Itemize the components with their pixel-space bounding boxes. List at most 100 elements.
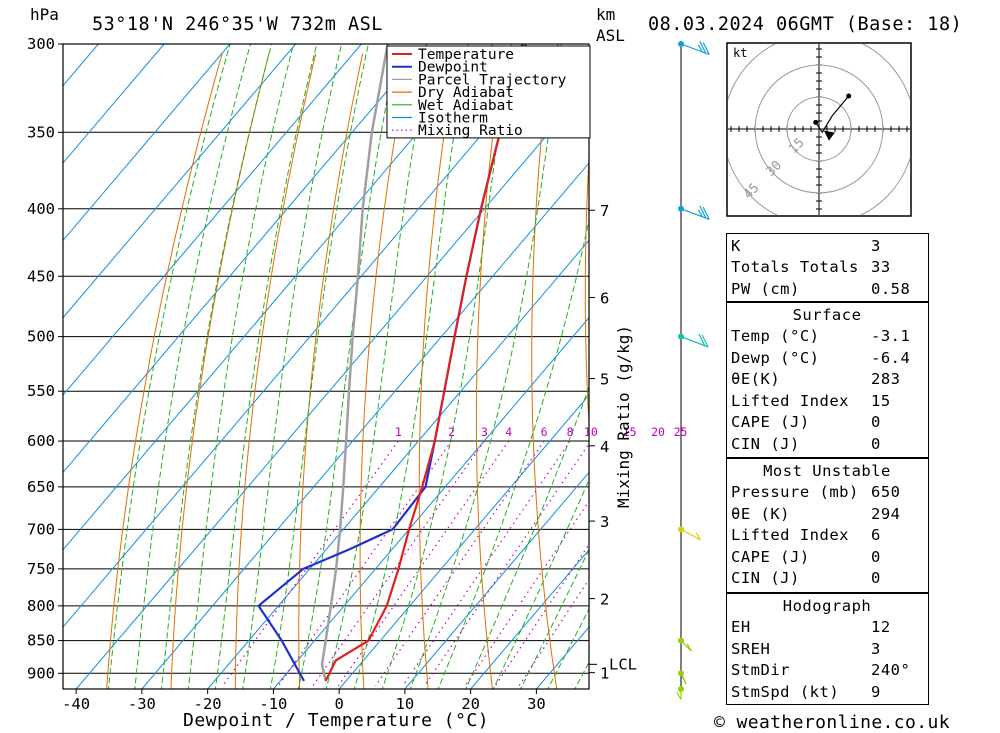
hodograph-ring <box>786 96 852 162</box>
wet-adiabat-line <box>187 44 294 689</box>
mixing-ratio-label: 10 <box>584 425 598 439</box>
mixing-ratio-label: 3 <box>481 425 488 439</box>
lcl-label: LCL <box>609 655 637 673</box>
index-label: StmSpd (kt) <box>731 682 840 701</box>
dry-adiabat-line <box>234 53 317 689</box>
hodograph-indices-box: Hodograph EH 12 SREH 3 StmDir 240° StmSpd (kt) 9 <box>726 593 929 705</box>
hodograph-unit-label: kt <box>733 46 747 60</box>
wind-barb-half <box>695 532 701 541</box>
altitude-tick-label: 7 <box>600 202 609 220</box>
pressure-unit-label: hPa <box>30 5 59 24</box>
wet-adiabat-line <box>325 44 432 689</box>
dry-adiabat-line <box>584 149 589 432</box>
temperature-line <box>324 44 527 682</box>
temperature-tick-label: -20 <box>194 695 222 713</box>
wet-adiabat-line <box>520 548 589 689</box>
index-row: θE(K) 283 <box>727 369 927 391</box>
index-value: 240° <box>871 661 911 680</box>
mixing-ratio-label: 4 <box>505 425 512 439</box>
index-label: Pressure (mb) <box>731 483 859 502</box>
index-row: CIN (J) 0 <box>727 433 927 455</box>
wind-barb-flag <box>701 334 709 348</box>
index-row: StmSpd (kt) 9 <box>727 681 927 703</box>
temperature-tick-label: -10 <box>259 695 287 713</box>
wind-barb-flag <box>702 42 710 55</box>
wet-adiabat-line <box>160 44 273 689</box>
index-value: 15 <box>871 391 891 410</box>
legend-box <box>386 45 591 139</box>
index-value: 33 <box>871 258 891 277</box>
pressure-tick-label: 650 <box>27 478 55 496</box>
altitude-tick-label: 3 <box>600 513 609 531</box>
isobar-lines <box>63 44 589 674</box>
dewpoint-line <box>257 44 524 682</box>
temperature-tick-label: -40 <box>62 695 90 713</box>
mixing-ratio-label: 8 <box>567 425 574 439</box>
axes: 300350400450500550600650700750800850900-… <box>27 35 637 713</box>
temperature-tick-label: 20 <box>461 695 480 713</box>
plot-frame <box>62 43 590 690</box>
temperature-tick-label: 0 <box>334 695 343 713</box>
wet-adiabat-line <box>297 44 399 689</box>
legend-entry: Mixing Ratio <box>418 123 523 139</box>
wind-barb-staff <box>680 640 692 652</box>
wind-barb-staff <box>680 43 710 56</box>
wet-adiabat-line <box>437 216 589 689</box>
index-row: Pressure (mb) 650 <box>727 482 927 504</box>
index-value: 0 <box>871 569 881 588</box>
mixing-ratio-line <box>277 440 453 687</box>
mixing-ratio-line <box>464 500 589 687</box>
isotherm-line <box>207 239 589 689</box>
index-row: EH 12 <box>727 617 927 639</box>
dry-adiabat-lines <box>106 53 589 689</box>
mixing-ratio-lines <box>222 440 589 687</box>
index-label: SREH <box>731 639 771 658</box>
index-label: PW (cm) <box>731 279 800 298</box>
index-value: 12 <box>871 618 891 637</box>
altitude-tick-label: 1 <box>600 665 609 683</box>
wind-barb-half <box>676 692 682 700</box>
pressure-tick-label: 750 <box>27 560 55 578</box>
x-axis-label: Dewpoint / Temperature (°C) <box>183 710 489 731</box>
storm-motion-marker <box>823 130 835 141</box>
index-value: 650 <box>871 483 901 502</box>
surface-table: Surface Temp (°C) -3.1 Dewp (°C) -6.4 θE(K) 28… <box>727 304 927 455</box>
index-value: 0 <box>871 413 881 432</box>
wind-barb-half <box>697 209 703 218</box>
dry-adiabat-line <box>359 53 410 689</box>
hodograph-indices-table: Hodograph EH 12 SREH 3 StmDir 240° StmSpd (kt) 9 <box>727 595 927 703</box>
isotherm-line <box>404 471 589 689</box>
index-label: CIN (J) <box>731 569 800 588</box>
legend-entry: Isotherm <box>418 111 488 127</box>
index-value: 3 <box>871 639 881 658</box>
altitude-tick-label: 2 <box>600 591 609 609</box>
pressure-tick-label: 900 <box>27 664 55 682</box>
location-title: 53°18'N 246°35'W 732m ASL <box>92 14 383 35</box>
index-label: θE (K) <box>731 504 790 523</box>
wind-barb-half <box>697 44 703 53</box>
wet-adiabat-line <box>381 44 512 689</box>
wind-barb-half <box>686 643 692 652</box>
dry-adiabat-line <box>418 53 457 689</box>
dry-adiabat-line <box>170 53 270 689</box>
dry-adiabat-line <box>298 53 364 689</box>
isotherm-line <box>63 44 428 474</box>
mixing-ratio-axis-label: Mixing Ratio (g/kg) <box>614 325 633 508</box>
indices-top-table: K 3 Totals Totals 33 PW (cm) 0.58 <box>727 235 927 300</box>
pressure-tick-label: 600 <box>27 432 55 450</box>
legend-entry: Dry Adiabat <box>418 85 514 101</box>
hodograph-start-dot <box>813 119 819 125</box>
mixing-ratio-line <box>312 440 485 687</box>
wet-adiabat-line <box>547 607 589 689</box>
wet-adiabat-line <box>214 44 318 689</box>
mixing-ratio-line <box>518 578 589 687</box>
pressure-tick-label: 550 <box>27 382 55 400</box>
wind-barb-flag <box>698 333 706 347</box>
sounding-profiles <box>257 44 527 682</box>
wet-adiabat-lines <box>107 44 589 689</box>
index-row: PW (cm) 0.58 <box>727 278 927 300</box>
index-row: Lifted Index 15 <box>727 390 927 412</box>
plot-area <box>63 44 589 689</box>
temperature-tick-label: -30 <box>128 695 156 713</box>
isotherm-line <box>63 44 494 551</box>
